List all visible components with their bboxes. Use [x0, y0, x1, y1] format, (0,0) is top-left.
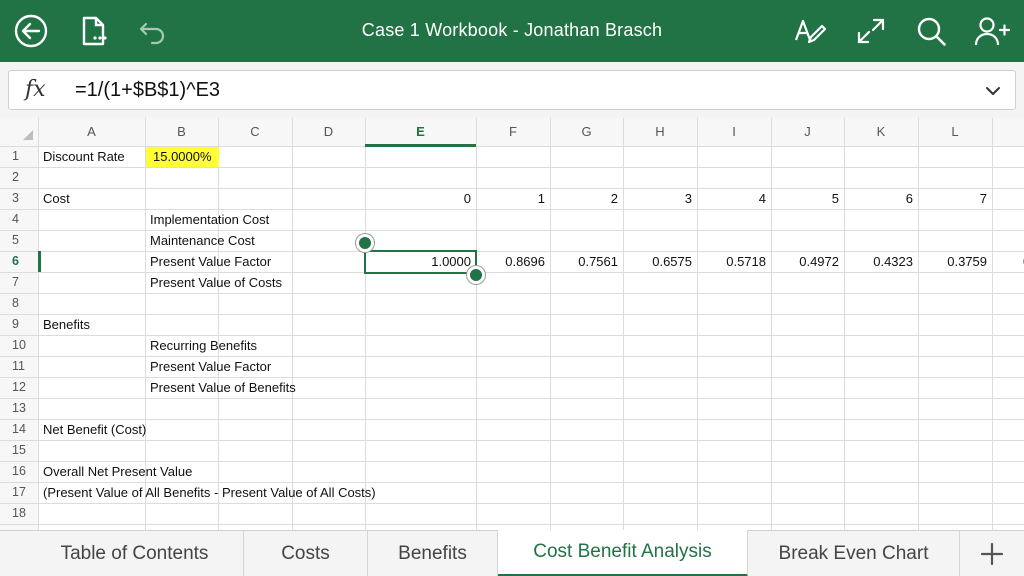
- row-header-2[interactable]: 2: [12, 170, 19, 184]
- cell-i3[interactable]: 4: [758, 191, 766, 206]
- row-header-1[interactable]: 1: [12, 149, 19, 163]
- cell-b5[interactable]: Maintenance Cost: [150, 233, 255, 248]
- chevron-down-icon[interactable]: [983, 81, 1003, 101]
- tab-cost-benefit-analysis[interactable]: Cost Benefit Analysis: [498, 530, 748, 576]
- undo-icon[interactable]: [134, 12, 172, 50]
- cell-b10[interactable]: Recurring Benefits: [150, 338, 257, 353]
- selected-cell-outline: [364, 250, 477, 274]
- cell-m6[interactable]: 0: [1018, 251, 1024, 272]
- row-header-12[interactable]: 12: [12, 380, 26, 394]
- grid-lines: [0, 118, 1024, 530]
- draw-pen-icon[interactable]: [790, 12, 828, 50]
- cell-l6[interactable]: 0.3759: [947, 254, 987, 269]
- cell-a9[interactable]: Benefits: [43, 317, 90, 332]
- row-header-13[interactable]: 13: [12, 401, 26, 415]
- cell-k6[interactable]: 0.4323: [873, 254, 913, 269]
- spreadsheet-grid[interactable]: A B C D E F G H I J K L 1 2 3 4 5 6 7 8 9 10 11 12 13 14 15 16 17 18 D…: [0, 118, 1024, 530]
- tab-costs[interactable]: Costs: [244, 531, 368, 576]
- cell-b6[interactable]: Present Value Factor: [150, 254, 272, 269]
- cell-i6[interactable]: 0.5718: [726, 254, 766, 269]
- add-sheet-icon[interactable]: [972, 539, 1012, 569]
- row-header-17[interactable]: 17: [12, 485, 26, 499]
- cell-k3[interactable]: 6: [905, 191, 913, 206]
- row-header-15[interactable]: 15: [12, 443, 26, 457]
- cell-b4[interactable]: Implementation Cost: [150, 212, 270, 227]
- cell-a17[interactable]: (Present Value of All Benefits - Present…: [43, 485, 376, 500]
- sheet-tab-bar: Table of Contents Costs Benefits Cost Be…: [0, 530, 1024, 576]
- cell-h3[interactable]: 3: [684, 191, 692, 206]
- cell-j6[interactable]: 0.4972: [799, 254, 839, 269]
- cell-g6[interactable]: 0.7561: [578, 254, 618, 269]
- selection-handle-top-left[interactable]: [356, 234, 374, 252]
- row-header-11[interactable]: 11: [12, 359, 25, 373]
- cell-j3[interactable]: 5: [831, 191, 839, 206]
- column-header-e[interactable]: E: [416, 124, 425, 139]
- column-header-j[interactable]: J: [804, 124, 811, 139]
- search-icon[interactable]: [912, 12, 950, 50]
- column-header-l[interactable]: L: [951, 124, 959, 139]
- row-header-14[interactable]: 14: [12, 422, 26, 436]
- row-header-4[interactable]: 4: [12, 212, 19, 226]
- cell-l3[interactable]: 7: [979, 191, 987, 206]
- tab-break-even-chart[interactable]: Break Even Chart: [748, 531, 960, 576]
- back-arrow-icon[interactable]: [12, 12, 50, 50]
- cell-g3[interactable]: 2: [610, 191, 618, 206]
- cell-a14[interactable]: Net Benefit (Cost): [43, 422, 147, 437]
- add-person-icon[interactable]: [972, 12, 1010, 50]
- tab-table-of-contents[interactable]: Table of Contents: [26, 531, 244, 576]
- formula-bar-area: fx =1/(1+$B$1)^E3: [0, 62, 1024, 118]
- cell-f6[interactable]: 0.8696: [505, 254, 545, 269]
- tab-benefits[interactable]: Benefits: [368, 531, 498, 576]
- column-header-f[interactable]: F: [509, 124, 517, 139]
- fx-icon: fx: [25, 77, 46, 102]
- cell-f3[interactable]: 1: [537, 191, 545, 206]
- row-header-18[interactable]: 18: [12, 506, 26, 520]
- column-header-h[interactable]: H: [655, 124, 665, 139]
- row-header-16[interactable]: 16: [12, 464, 26, 478]
- cell-a16[interactable]: Overall Net Present Value: [43, 464, 193, 479]
- active-column-indicator: [365, 144, 476, 147]
- column-header-g[interactable]: G: [581, 124, 592, 139]
- column-header-k[interactable]: K: [876, 124, 886, 139]
- row-header-8[interactable]: 8: [12, 296, 19, 310]
- app-header: Case 1 Workbook - Jonathan Brasch: [0, 0, 1024, 62]
- column-header-b[interactable]: B: [177, 124, 186, 139]
- row-header-5[interactable]: 5: [12, 233, 19, 247]
- selection-handle-bottom-right[interactable]: [467, 266, 485, 284]
- cell-a1[interactable]: Discount Rate: [43, 149, 125, 164]
- cell-b1[interactable]: 15.0000%: [146, 147, 219, 167]
- column-header-a[interactable]: A: [87, 124, 96, 139]
- row-header-10[interactable]: 10: [12, 338, 26, 352]
- formula-input[interactable]: =1/(1+$B$1)^E3: [75, 79, 221, 101]
- cell-b7[interactable]: Present Value of Costs: [150, 275, 282, 290]
- window-title: Case 1 Workbook - Jonathan Brasch: [361, 20, 663, 40]
- fullscreen-icon[interactable]: [852, 12, 890, 50]
- formula-bar[interactable]: fx =1/(1+$B$1)^E3: [8, 70, 1016, 110]
- column-header-i[interactable]: I: [732, 124, 736, 139]
- cell-h6[interactable]: 0.6575: [652, 254, 692, 269]
- cell-e6[interactable]: 1.0000: [431, 254, 471, 269]
- row-header-7[interactable]: 7: [12, 275, 19, 289]
- row-header-6[interactable]: 6: [12, 254, 19, 268]
- active-row-indicator: [38, 251, 41, 272]
- row-header-9[interactable]: 9: [12, 317, 19, 331]
- cell-e3[interactable]: 0: [463, 191, 471, 206]
- cell-b12[interactable]: Present Value of Benefits: [150, 380, 296, 395]
- file-icon[interactable]: [74, 12, 112, 50]
- row-header-3[interactable]: 3: [12, 191, 19, 205]
- column-header-d[interactable]: D: [323, 124, 334, 139]
- column-header-c[interactable]: C: [250, 124, 260, 139]
- cell-a3[interactable]: Cost: [43, 191, 70, 206]
- cell-b11[interactable]: Present Value Factor: [150, 359, 272, 374]
